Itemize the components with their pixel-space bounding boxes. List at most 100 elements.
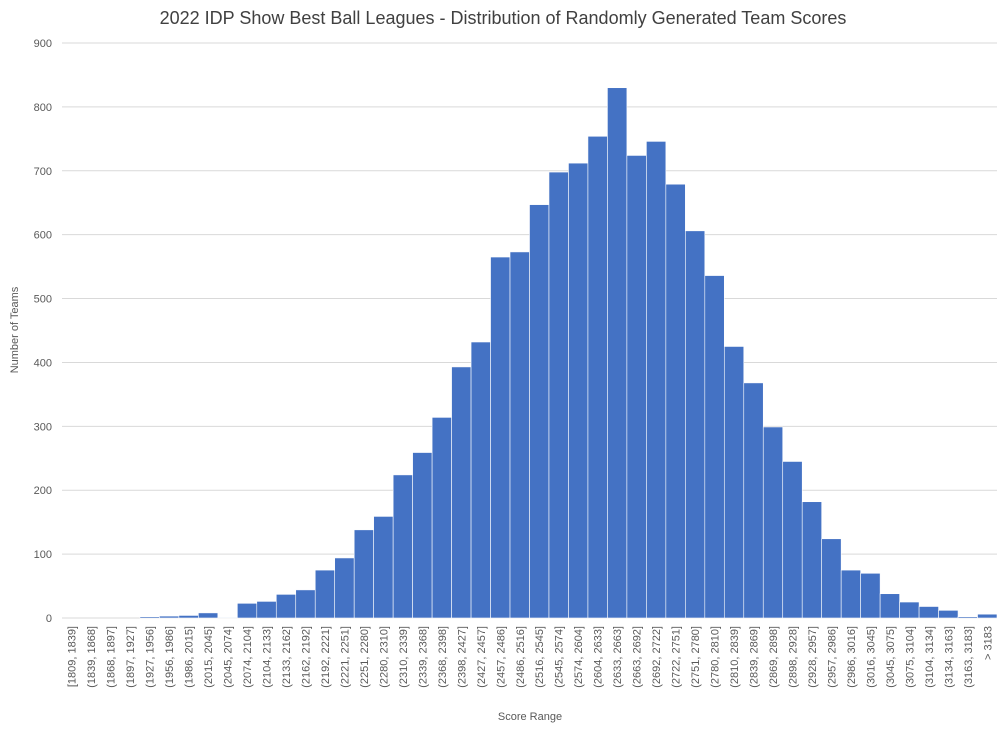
y-tick-label: 900 [34, 38, 52, 50]
x-tick-label: (2957, 2986] [826, 626, 838, 688]
x-tick-label: (2192, 2221] [320, 626, 332, 688]
x-tick-label: (2221, 2251] [339, 626, 351, 688]
histogram-bar [198, 612, 219, 619]
histogram-bar [178, 615, 199, 619]
y-tick-label: 600 [34, 230, 52, 242]
y-tick-label: 0 [46, 613, 52, 625]
x-tick-label: (2839, 2869] [749, 626, 761, 688]
histogram-bar [509, 251, 530, 619]
x-tick-label: (2486, 2516] [515, 626, 527, 688]
histogram-bar [431, 417, 452, 619]
x-tick-label: (2368, 2398] [437, 626, 449, 688]
x-axis-title: Score Range [498, 711, 562, 723]
histogram-bar [392, 474, 413, 619]
x-tick-label: (1986, 2015] [184, 626, 196, 688]
chart-title: 2022 IDP Show Best Ball Leagues - Distri… [160, 8, 847, 28]
y-tick-label: 400 [34, 357, 52, 369]
x-tick-label: (1897, 1927] [125, 626, 137, 688]
y-tick-label: 300 [34, 421, 52, 433]
histogram-bar [743, 382, 764, 619]
histogram-bar [899, 601, 920, 619]
histogram-bar [217, 617, 238, 619]
x-tick-label: (2015, 2045] [203, 626, 215, 688]
histogram-bar [957, 616, 978, 619]
x-tick-label: (2545, 2574] [554, 626, 566, 688]
histogram-bar [723, 346, 745, 619]
histogram-bar [607, 87, 628, 619]
histogram-bar [353, 529, 374, 619]
histogram-bar [685, 230, 706, 619]
x-tick-label: (3016, 3045] [865, 626, 877, 688]
x-tick-label: [1809, 1839] [67, 626, 79, 687]
histogram-bar [762, 426, 784, 619]
y-axis-ticks: 0 100 200 300 400 500 600 700 800 900 [34, 38, 52, 625]
histogram-bar [314, 569, 336, 619]
x-tick-label: (3134, 3163] [943, 626, 955, 688]
histogram-bar [159, 615, 180, 619]
x-tick-label: (1839, 1868] [86, 626, 98, 688]
x-tick-label: (2339, 2368] [417, 626, 429, 688]
histogram-bar [256, 601, 277, 619]
x-tick-label: (2810, 2839] [729, 626, 741, 688]
x-tick-label: (2398, 2427] [456, 626, 468, 688]
x-tick-label: (2780, 2810] [710, 626, 722, 688]
histogram-bar [490, 256, 511, 619]
histogram-bar [801, 501, 822, 619]
histogram-bar [782, 461, 803, 619]
histogram-bar [938, 610, 959, 619]
histogram-bar [412, 452, 433, 619]
y-tick-label: 100 [34, 549, 52, 561]
x-tick-label: (2928, 2957] [807, 626, 819, 688]
x-tick-label: (2986, 3016] [846, 626, 858, 688]
x-tick-label: (2722, 2751] [671, 626, 683, 688]
x-tick-label: > 3183 [982, 626, 994, 660]
x-tick-label: (3045, 3075] [885, 626, 897, 688]
x-tick-label: (2574, 2604] [573, 626, 585, 688]
histogram-bar [275, 594, 297, 619]
histogram-bar [568, 162, 589, 619]
x-tick-label: (2280, 2310] [378, 626, 390, 688]
y-tick-label: 500 [34, 294, 52, 306]
histogram-bar [373, 516, 394, 619]
histogram-bar [295, 589, 316, 619]
x-tick-label: (2692, 2722] [651, 626, 663, 688]
x-axis-ticks: [1809, 1839] (1839, 1868] (1868, 1897] (189… [67, 626, 995, 688]
histogram-bar [879, 593, 900, 619]
histogram-bar [529, 204, 550, 619]
x-tick-label: (2633, 2663] [612, 626, 624, 688]
x-tick-label: (2427, 2457] [476, 626, 488, 688]
x-tick-label: (1868, 1897] [106, 626, 118, 688]
histogram-bar [665, 183, 686, 619]
x-tick-label: (2663, 2692] [632, 626, 644, 688]
histogram-bar [470, 341, 491, 619]
x-tick-label: (2310, 2339] [398, 626, 410, 688]
x-tick-label: (3163, 3183] [963, 626, 975, 688]
y-tick-label: 200 [34, 485, 52, 497]
y-axis-title: Number of Teams [9, 286, 21, 373]
x-tick-label: (3075, 3104] [904, 626, 916, 688]
x-tick-label: (2251, 2280] [359, 626, 371, 688]
histogram-bar [977, 613, 998, 619]
x-tick-label: (2074, 2104] [242, 626, 254, 688]
x-tick-label: (1956, 1986] [164, 626, 176, 688]
x-tick-label: (2751, 2780] [690, 626, 702, 688]
x-tick-label: (2457, 2486] [495, 626, 507, 688]
histogram-bar [334, 557, 355, 619]
y-tick-label: 700 [34, 166, 52, 178]
histogram-bar [237, 603, 258, 619]
histogram-bar [587, 135, 608, 619]
x-tick-label: (1927, 1956] [145, 626, 157, 688]
x-tick-label: (2045, 2074] [223, 626, 235, 688]
x-tick-label: (2162, 2192] [300, 626, 312, 688]
histogram-bar [840, 569, 861, 619]
x-tick-label: (2898, 2928] [787, 626, 799, 688]
histogram-bar [821, 538, 842, 619]
x-tick-label: (2516, 2545] [534, 626, 546, 688]
x-tick-label: (3104, 3134] [924, 626, 936, 688]
y-tick-label: 800 [34, 102, 52, 114]
histogram-bar [139, 616, 160, 619]
histogram-bar [918, 606, 939, 619]
histogram-bar [704, 275, 725, 619]
